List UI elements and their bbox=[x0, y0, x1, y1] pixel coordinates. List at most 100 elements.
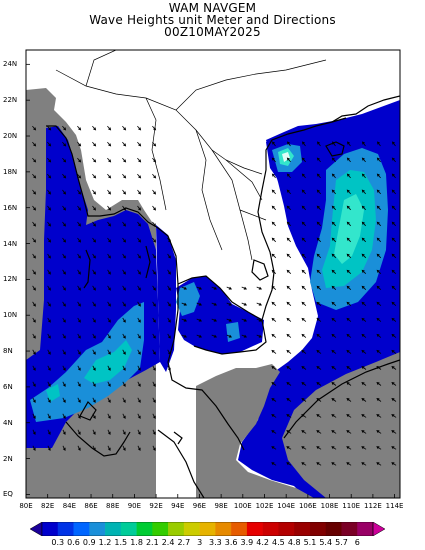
wave-arrow bbox=[301, 157, 306, 163]
wave-height-map bbox=[25, 49, 401, 499]
wave-arrow bbox=[77, 253, 81, 259]
wave-arrow bbox=[152, 189, 157, 195]
wave-arrow bbox=[391, 221, 396, 227]
wave-arrow bbox=[376, 189, 381, 195]
colorbar-label: 1.2 bbox=[98, 538, 112, 547]
wave-arrow bbox=[331, 237, 336, 243]
longitude-label: 92E bbox=[149, 502, 163, 510]
colorbar-label: 0.9 bbox=[82, 538, 96, 547]
map-panel bbox=[25, 49, 401, 499]
wave-arrow bbox=[301, 430, 307, 434]
sumatra-zone-1-2 bbox=[46, 384, 60, 402]
colorbar-swatch bbox=[42, 522, 59, 536]
wave-arrow bbox=[361, 398, 367, 402]
wave-arrow bbox=[331, 365, 337, 370]
wave-arrow bbox=[62, 349, 66, 355]
wave-arrow bbox=[167, 365, 171, 371]
wave-arrow bbox=[107, 349, 111, 355]
wave-arrow bbox=[196, 302, 203, 306]
wave-arrow bbox=[286, 333, 292, 338]
wave-arrow bbox=[152, 205, 157, 211]
wave-arrow bbox=[286, 430, 292, 434]
wave-arrow bbox=[137, 413, 141, 419]
wave-arrow bbox=[92, 269, 96, 275]
wave-arrow bbox=[346, 269, 352, 274]
wave-arrow bbox=[361, 381, 367, 386]
wave-arrow bbox=[286, 141, 291, 147]
wave-arrow bbox=[331, 414, 337, 418]
wave-arrow bbox=[286, 365, 292, 370]
wave-arrow bbox=[316, 205, 321, 211]
wave-arrow bbox=[376, 301, 382, 306]
wave-arrow bbox=[361, 189, 366, 195]
wave-arrow bbox=[301, 381, 307, 386]
wave-arrow bbox=[107, 365, 111, 371]
wave-arrow bbox=[181, 318, 188, 322]
wave-arrow bbox=[62, 157, 67, 163]
colorbar-label: 3.9 bbox=[240, 538, 254, 547]
wave-arrow bbox=[137, 301, 141, 307]
wave-arrow bbox=[211, 318, 218, 322]
latitude-label: 22N bbox=[3, 96, 18, 105]
colorbar-swatch bbox=[325, 522, 342, 536]
wave-arrow bbox=[62, 221, 67, 227]
wave-arrow bbox=[92, 253, 96, 259]
wave-arrow bbox=[271, 157, 276, 163]
wave-arrow bbox=[152, 253, 156, 259]
wave-arrow bbox=[137, 141, 142, 147]
wave-arrow bbox=[167, 333, 171, 339]
longitude-label: 86E bbox=[84, 502, 98, 510]
wave-arrow bbox=[301, 333, 307, 338]
wave-arrow bbox=[286, 157, 291, 163]
wave-arrow bbox=[316, 381, 322, 386]
wave-arrow bbox=[122, 253, 126, 259]
wave-arrow bbox=[122, 317, 126, 323]
latitude-label: 24N bbox=[3, 60, 18, 69]
wave-arrow bbox=[47, 397, 51, 403]
wave-arrow bbox=[376, 398, 382, 402]
wave-arrow bbox=[137, 445, 141, 451]
wave-arrow bbox=[137, 157, 142, 163]
wave-arrow bbox=[331, 253, 337, 259]
wave-arrow bbox=[211, 302, 218, 306]
colorbar-label: 5.4 bbox=[319, 538, 333, 547]
wave-arrow bbox=[331, 221, 336, 227]
wave-arrow bbox=[286, 349, 292, 354]
wave-arrow bbox=[62, 205, 67, 211]
colorbar-swatch bbox=[357, 522, 374, 536]
wave-arrow bbox=[286, 285, 292, 290]
wave-arrow bbox=[92, 237, 96, 243]
wave-arrow bbox=[32, 429, 36, 435]
wave-arrow bbox=[376, 349, 382, 354]
title-variable: Wave Heights unit Meter and Directions bbox=[89, 13, 336, 27]
wave-arrow bbox=[107, 429, 111, 435]
wave-arrow bbox=[32, 253, 36, 259]
wave-arrow bbox=[32, 221, 37, 227]
wave-arrow bbox=[376, 414, 382, 418]
country-borders bbox=[55, 50, 327, 261]
wave-arrow bbox=[376, 285, 382, 290]
wave-arrow bbox=[32, 269, 36, 275]
wave-arrow bbox=[196, 334, 203, 338]
longitude-label: 100E bbox=[233, 502, 252, 510]
wave-arrow bbox=[32, 413, 36, 419]
wave-arrow bbox=[271, 333, 277, 338]
wave-arrow bbox=[271, 430, 277, 434]
colorbar-frame bbox=[41, 522, 374, 536]
wave-arrow bbox=[361, 301, 367, 306]
wave-arrow bbox=[271, 205, 276, 211]
wave-arrow bbox=[137, 365, 141, 371]
wave-arrow bbox=[77, 269, 81, 275]
wave-arrow bbox=[77, 173, 82, 179]
wave-arrow bbox=[346, 365, 352, 370]
wave-arrow bbox=[92, 301, 96, 307]
latitude-label: 18N bbox=[3, 167, 18, 176]
colorbar-label: 3.3 bbox=[209, 538, 222, 547]
wave-arrow bbox=[361, 237, 366, 243]
wave-arrow bbox=[167, 317, 171, 323]
wave-arrow bbox=[391, 381, 397, 386]
longitude-label: 84E bbox=[62, 502, 77, 510]
wave-arrow bbox=[376, 157, 381, 163]
wave-arrow bbox=[152, 301, 156, 307]
wave-arrow bbox=[47, 445, 51, 451]
